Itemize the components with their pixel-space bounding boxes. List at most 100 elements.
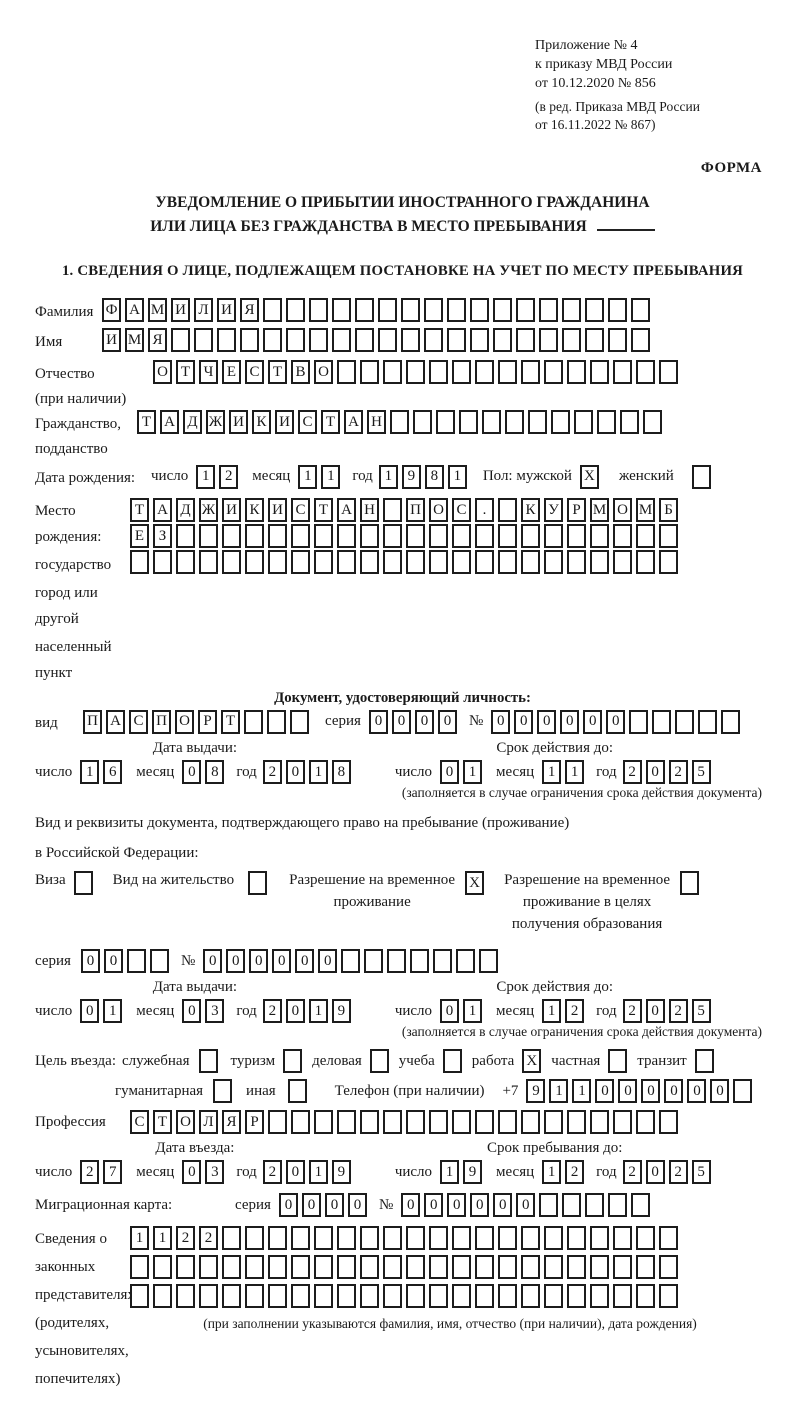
form-cell[interactable] (521, 1226, 540, 1251)
form-cell[interactable] (544, 1284, 563, 1309)
form-cell[interactable] (130, 550, 149, 575)
form-cell[interactable] (355, 328, 374, 353)
form-cell[interactable]: М (636, 498, 655, 523)
form-cell[interactable]: 2 (262, 1160, 282, 1185)
form-cell[interactable]: И (268, 498, 287, 523)
form-cell[interactable] (429, 1226, 448, 1251)
form-cell[interactable]: 1 (153, 1226, 172, 1251)
form-cell[interactable] (567, 1255, 586, 1280)
form-cell[interactable] (608, 298, 627, 323)
form-cell[interactable] (383, 550, 402, 575)
form-cell[interactable]: 0 (641, 1079, 661, 1104)
form-cell[interactable] (390, 410, 409, 435)
form-cell[interactable]: С (452, 498, 471, 523)
form-cell[interactable]: 7 (103, 1160, 123, 1185)
form-cell[interactable] (629, 709, 649, 734)
form-cell[interactable] (475, 1226, 494, 1251)
form-cell[interactable] (130, 1284, 149, 1309)
form-cell[interactable]: И (217, 298, 236, 323)
form-cell[interactable] (528, 410, 547, 435)
form-cell[interactable] (149, 949, 169, 974)
form-cell[interactable] (659, 1255, 678, 1280)
form-cell[interactable] (636, 1255, 655, 1280)
form-cell[interactable]: 1 (80, 760, 100, 785)
form-cell[interactable]: 0 (447, 1193, 467, 1218)
form-cell[interactable] (176, 550, 195, 575)
form-cell[interactable]: Т (153, 1110, 172, 1135)
form-cell[interactable] (590, 550, 609, 575)
form-cell[interactable] (456, 949, 476, 974)
form-cell[interactable] (291, 1110, 310, 1135)
form-cell[interactable] (475, 524, 494, 549)
form-cell[interactable]: 0 (285, 1160, 305, 1185)
form-cell[interactable] (452, 1255, 471, 1280)
form-cell[interactable]: 0 (583, 709, 603, 734)
form-cell[interactable] (475, 1255, 494, 1280)
form-cell[interactable]: С (291, 498, 310, 523)
form-cell[interactable] (406, 1226, 425, 1251)
form-cell[interactable] (562, 1193, 582, 1218)
form-cell[interactable] (401, 328, 420, 353)
form-cell[interactable] (551, 410, 570, 435)
form-cell[interactable] (314, 1226, 333, 1251)
form-cell[interactable] (176, 524, 195, 549)
form-cell[interactable]: Д (176, 498, 195, 523)
form-cell[interactable] (245, 1284, 264, 1309)
form-cell[interactable] (360, 1255, 379, 1280)
form-cell[interactable] (383, 360, 402, 385)
form-cell[interactable] (505, 410, 524, 435)
form-cell[interactable] (498, 360, 517, 385)
form-cell[interactable]: 1 (549, 1079, 569, 1104)
form-cell[interactable] (383, 1255, 402, 1280)
form-cell[interactable]: С (130, 1110, 149, 1135)
form-cell[interactable] (475, 1284, 494, 1309)
form-cell[interactable] (244, 709, 263, 734)
form-cell[interactable]: 0 (514, 709, 534, 734)
form-cell[interactable] (309, 298, 328, 323)
form-cell[interactable] (268, 550, 287, 575)
form-cell[interactable] (659, 524, 678, 549)
form-cell[interactable] (544, 360, 563, 385)
form-cell[interactable]: 5 (691, 760, 711, 785)
form-cell[interactable]: 0 (645, 760, 665, 785)
form-cell[interactable] (268, 1226, 287, 1251)
form-cell[interactable] (544, 1255, 563, 1280)
form-cell[interactable]: 2 (622, 999, 642, 1024)
form-cell[interactable] (413, 410, 432, 435)
form-cell[interactable]: Б (659, 498, 678, 523)
form-cell[interactable] (245, 524, 264, 549)
form-cell[interactable]: И (171, 298, 190, 323)
form-cell[interactable] (567, 1284, 586, 1309)
form-cell[interactable]: 9 (331, 1160, 351, 1185)
form-cell[interactable]: 0 (537, 709, 557, 734)
form-cell[interactable] (286, 298, 305, 323)
form-cell[interactable]: В (291, 360, 310, 385)
form-cell[interactable]: 0 (226, 949, 246, 974)
form-cell[interactable] (567, 1110, 586, 1135)
form-cell[interactable]: А (106, 709, 125, 734)
form-cell[interactable]: Ф (102, 298, 121, 323)
form-cell[interactable]: Н (360, 498, 379, 523)
form-cell[interactable]: 0 (318, 949, 338, 974)
form-cell[interactable] (153, 550, 172, 575)
form-cell[interactable] (286, 328, 305, 353)
form-cell[interactable] (199, 524, 218, 549)
form-cell[interactable]: 1 (308, 999, 328, 1024)
form-cell[interactable] (631, 328, 650, 353)
form-cell[interactable]: 2 (668, 999, 688, 1024)
form-cell[interactable] (447, 298, 466, 323)
form-cell[interactable] (199, 1284, 218, 1309)
form-cell[interactable] (680, 871, 700, 896)
form-cell[interactable]: Е (222, 360, 241, 385)
form-cell[interactable] (613, 1255, 632, 1280)
form-cell[interactable]: 0 (182, 760, 202, 785)
form-cell[interactable]: К (245, 498, 264, 523)
form-cell[interactable] (475, 1110, 494, 1135)
form-cell[interactable]: 0 (710, 1079, 730, 1104)
form-cell[interactable] (406, 360, 425, 385)
form-cell[interactable]: 2 (219, 464, 239, 489)
form-cell[interactable]: С (129, 709, 148, 734)
form-cell[interactable] (360, 1110, 379, 1135)
form-cell[interactable]: Т (321, 410, 340, 435)
form-cell[interactable]: 0 (437, 709, 457, 734)
